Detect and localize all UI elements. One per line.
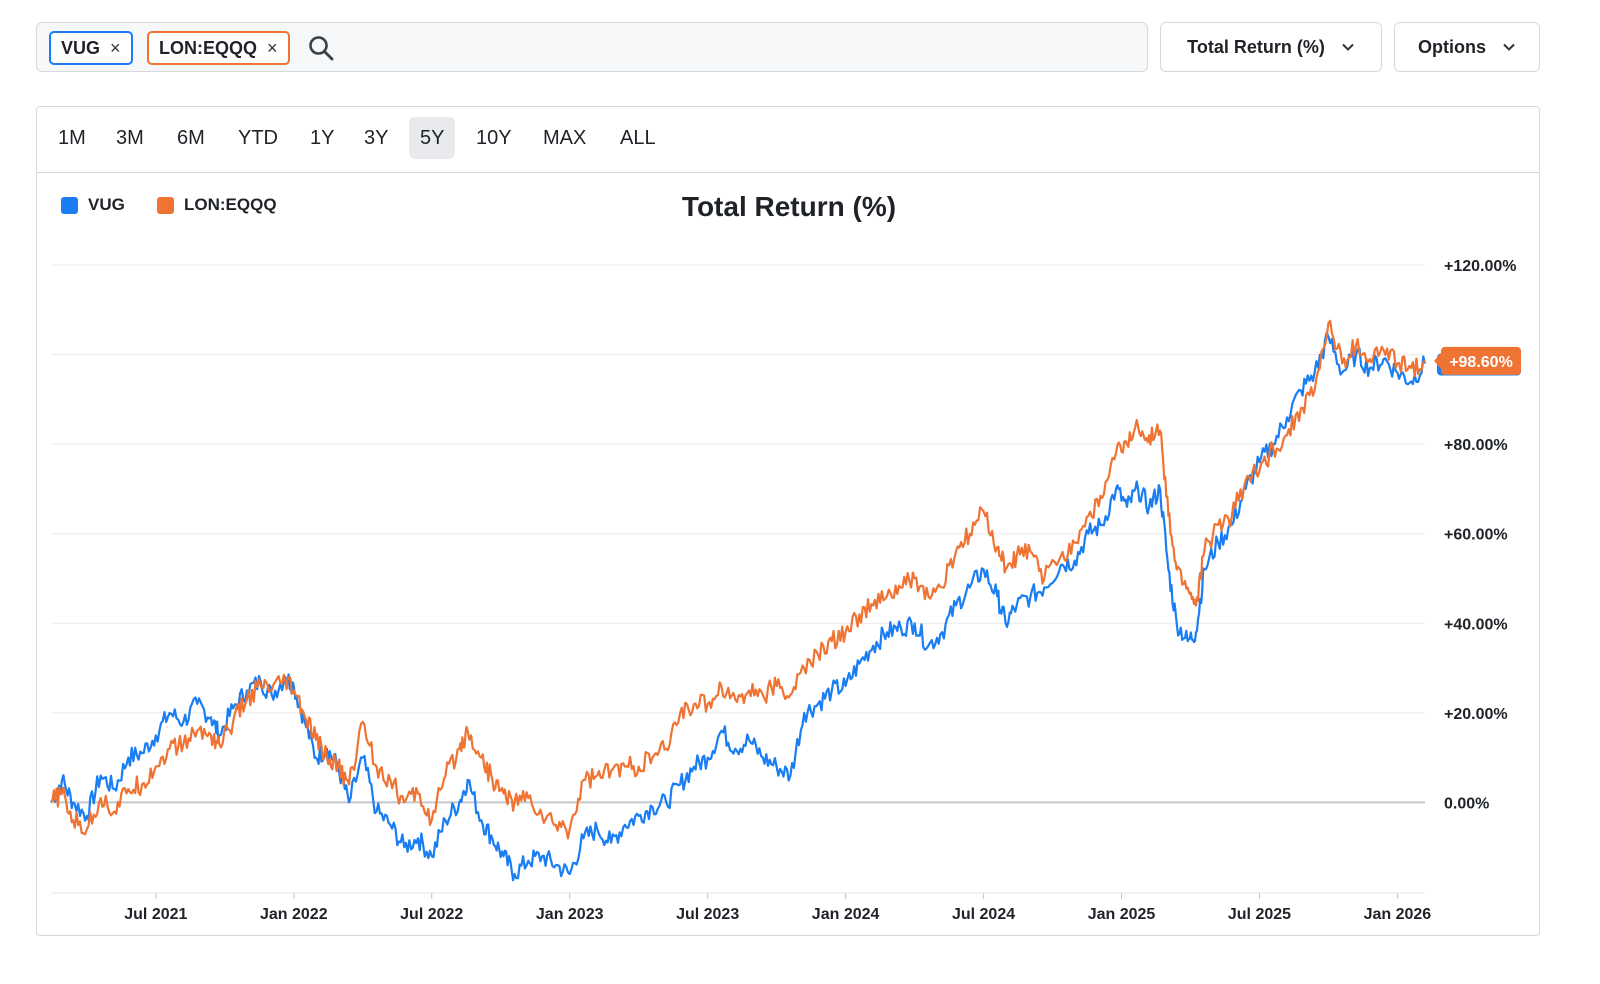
- ticker-chip-vug[interactable]: VUG ×: [49, 31, 133, 65]
- y-tick-label: +40.00%: [1444, 616, 1508, 633]
- options-dropdown-label: Options: [1418, 36, 1486, 57]
- range-all[interactable]: ALL: [620, 126, 656, 149]
- range-6m[interactable]: 6M: [177, 126, 205, 149]
- range-3y[interactable]: 3Y: [364, 126, 389, 149]
- series-line-eqqq: [50, 319, 1426, 840]
- x-tick-label: Jan 2024: [812, 906, 880, 923]
- ticker-chip-label: VUG: [61, 37, 101, 58]
- x-tick-label: Jul 2023: [676, 906, 739, 923]
- remove-eqqq-icon[interactable]: ×: [267, 37, 278, 58]
- range-ytd[interactable]: YTD: [238, 126, 278, 149]
- chart-title: Total Return (%): [681, 191, 897, 222]
- range-1y[interactable]: 1Y: [310, 126, 335, 149]
- series-line-vug: [50, 331, 1427, 882]
- x-tick-label: Jul 2024: [952, 906, 1015, 923]
- ticker-chip-label: LON:EQQQ: [159, 37, 257, 58]
- legend-item-eqqq[interactable]: LON:EQQQ: [157, 195, 277, 215]
- x-tick-label: Jan 2025: [1088, 906, 1156, 923]
- x-tick-label: Jul 2021: [124, 906, 187, 923]
- x-tick-label: Jul 2025: [1228, 906, 1291, 923]
- chevron-down-icon: [1503, 43, 1515, 51]
- x-tick-label: Jan 2023: [536, 906, 604, 923]
- legend-swatch-eqqq: [157, 196, 174, 214]
- y-tick-label: +60.00%: [1444, 527, 1508, 544]
- x-tick-label: Jan 2026: [1364, 906, 1432, 923]
- remove-vug-icon[interactable]: ×: [110, 37, 121, 58]
- metric-dropdown[interactable]: Total Return (%): [1160, 22, 1382, 72]
- y-tick-label: +120.00%: [1444, 258, 1517, 275]
- metric-dropdown-label: Total Return (%): [1187, 36, 1325, 57]
- x-tick-label: Jul 2022: [400, 906, 463, 923]
- range-5y[interactable]: 5Y: [409, 117, 456, 159]
- range-10y[interactable]: 10Y: [476, 126, 512, 149]
- chevron-down-icon: [1342, 43, 1354, 51]
- end-value-marker-eqqq: [1441, 346, 1521, 375]
- legend-item-vug[interactable]: VUG: [61, 195, 125, 215]
- y-tick-label: 0.00%: [1444, 795, 1489, 812]
- ticker-chip-eqqq[interactable]: LON:EQQQ ×: [147, 31, 290, 65]
- end-value-label-eqqq: +98.60%: [1449, 354, 1513, 371]
- range-3m[interactable]: 3M: [116, 126, 144, 149]
- y-tick-label: +80.00%: [1444, 437, 1508, 454]
- legend-label-vug: VUG: [88, 195, 125, 214]
- legend-swatch-vug: [61, 196, 78, 214]
- legend-label-eqqq: LON:EQQQ: [184, 195, 277, 214]
- chart-canvas[interactable]: +120.00%+100.00%+80.00%+60.00%+40.00%+20…: [37, 107, 1539, 935]
- search-icon[interactable]: [307, 34, 335, 62]
- range-max[interactable]: MAX: [543, 126, 587, 149]
- options-dropdown[interactable]: Options: [1394, 22, 1540, 72]
- range-selector: 1M 3M 6M YTD 1Y 3Y 5Y 10Y MAX ALL: [37, 107, 1539, 173]
- y-tick-label: +20.00%: [1444, 706, 1508, 723]
- range-1m[interactable]: 1M: [58, 126, 86, 149]
- end-value-pointer: [1434, 352, 1441, 369]
- ticker-search-box[interactable]: VUG × LON:EQQQ ×: [36, 22, 1148, 72]
- x-tick-label: Jan 2022: [260, 906, 328, 923]
- chart-panel: 1M 3M 6M YTD 1Y 3Y 5Y 10Y MAX ALL VUG LO…: [36, 106, 1540, 936]
